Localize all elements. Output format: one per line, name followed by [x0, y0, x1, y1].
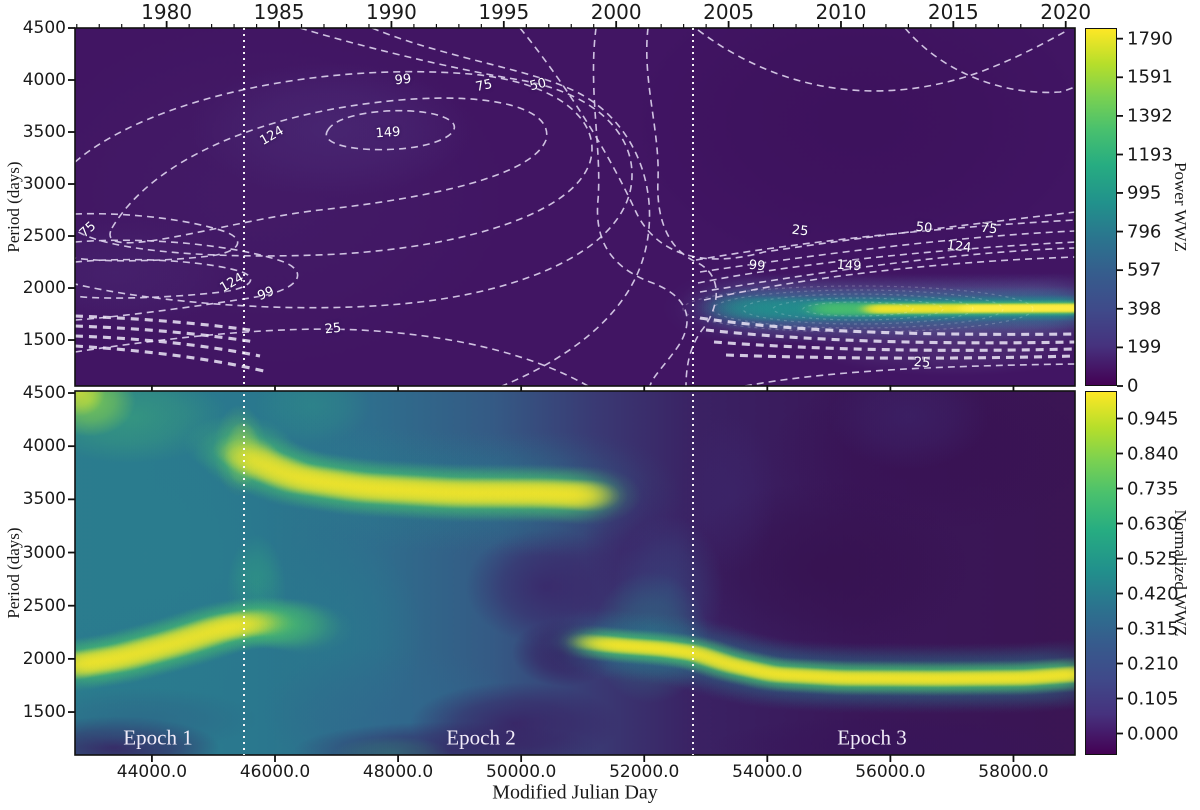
- bottom-colorbar-tick-label: 0.000: [1127, 723, 1179, 744]
- contour-level-label: 149: [375, 124, 401, 142]
- power-wwz-colorbar-title: Power WWZ: [1171, 162, 1190, 252]
- mjd-tick-label: 48000.0: [362, 762, 434, 782]
- bottom-period-tick-label: 3500: [22, 489, 66, 510]
- bottom-colorbar-tick-label: 0.840: [1127, 443, 1179, 464]
- normalized-wwz-colorbar: [1085, 391, 1117, 755]
- bottom-colorbar-tick-label: 0.945: [1127, 408, 1179, 429]
- year-tick-label: 2020: [1040, 0, 1092, 24]
- bottom-colorbar-tick-label: 0.105: [1127, 688, 1179, 709]
- top-colorbar-tick-label: 1193: [1127, 144, 1173, 165]
- contour-level-label: 99: [747, 257, 767, 275]
- contour-level-label: 50: [914, 219, 934, 237]
- mjd-tick-label: 44000.0: [116, 762, 188, 782]
- top-colorbar-tick-label: 995: [1127, 182, 1162, 204]
- top-period-tick-label: 4500: [22, 18, 66, 38]
- power-wwz-colorbar: [1085, 28, 1117, 386]
- contour-level-label: 25: [790, 222, 810, 240]
- contour-level-label: 99: [393, 71, 413, 89]
- top-colorbar-tick-label: 1591: [1127, 66, 1173, 88]
- bottom-period-tick-label: 2500: [22, 595, 66, 616]
- top-period-tick-label: 2000: [22, 278, 66, 299]
- top-colorbar-tick-label: 597: [1127, 259, 1162, 281]
- year-tick-label: 1985: [253, 0, 305, 24]
- top-period-tick-label: 1500: [22, 330, 66, 351]
- top-period-tick-label: 3000: [22, 174, 66, 194]
- contour-level-label: 75: [979, 220, 999, 238]
- epoch-2-label: Epoch 2: [446, 725, 516, 750]
- mjd-tick-label: 46000.0: [239, 762, 311, 782]
- bottom-colorbar-tick-label: 0.210: [1127, 653, 1179, 674]
- top-colorbar-tick-label: 796: [1127, 221, 1162, 243]
- bottom-period-tick-label: 1500: [22, 702, 66, 723]
- top-period-tick-label: 3500: [22, 122, 66, 142]
- year-tick-label: 1990: [365, 0, 417, 24]
- mjd-tick-label: 56000.0: [855, 762, 926, 782]
- top-colorbar-tick-label: 398: [1127, 298, 1162, 320]
- epoch-boundary-line: [243, 28, 246, 755]
- bottom-period-tick-label: 2000: [22, 648, 66, 669]
- bottom-period-tick-label: 4000: [22, 436, 66, 457]
- year-tick-label: 2010: [815, 0, 867, 24]
- top-colorbar-tick-label: 0: [1127, 375, 1139, 397]
- contour-level-label: 25: [323, 320, 343, 338]
- power-wwz-heatmap: [75, 28, 1075, 386]
- bottom-period-tick-label: 3000: [22, 542, 66, 563]
- year-tick-label: 1980: [141, 0, 193, 24]
- epoch-3-label: Epoch 3: [837, 725, 907, 750]
- x-axis-title: Modified Julian Day: [492, 781, 658, 804]
- normalized-wwz-heatmap: [75, 391, 1075, 755]
- bottom-colorbar-tick-label: 0.630: [1127, 513, 1179, 534]
- epoch-boundary-line: [692, 28, 695, 755]
- top-colorbar-tick-label: 1392: [1127, 105, 1173, 127]
- contour-level-label: 25: [913, 354, 931, 372]
- top-period-tick-label: 2500: [22, 226, 66, 247]
- bottom-colorbar-tick-label: 0.315: [1127, 618, 1179, 639]
- bottom-colorbar-tick-label: 0.735: [1127, 478, 1179, 499]
- contour-level-label: 124: [945, 238, 973, 256]
- year-tick-label: 1995: [478, 0, 530, 24]
- year-tick-label: 2015: [927, 0, 979, 24]
- bottom-colorbar-tick-label: 0.420: [1127, 583, 1179, 604]
- bottom-colorbar-tick-label: 0.525: [1127, 548, 1179, 569]
- bottom-period-tick-label: 4500: [22, 383, 66, 404]
- epoch-1-label: Epoch 1: [123, 725, 193, 750]
- top-colorbar-tick-label: 1790: [1127, 28, 1173, 50]
- top-colorbar-tick-label: 199: [1127, 336, 1162, 358]
- year-tick-label: 2000: [590, 0, 642, 24]
- top-y-axis-title: Period (days): [4, 161, 23, 253]
- mjd-tick-label: 50000.0: [485, 762, 557, 782]
- top-period-tick-label: 4000: [22, 70, 66, 90]
- mjd-tick-label: 52000.0: [609, 762, 680, 782]
- mjd-tick-label: 58000.0: [978, 762, 1049, 782]
- contour-level-label: 149: [836, 257, 862, 275]
- bottom-y-axis-title: Period (days): [4, 527, 23, 619]
- year-tick-label: 2005: [703, 0, 755, 24]
- mjd-tick-label: 54000.0: [732, 762, 803, 782]
